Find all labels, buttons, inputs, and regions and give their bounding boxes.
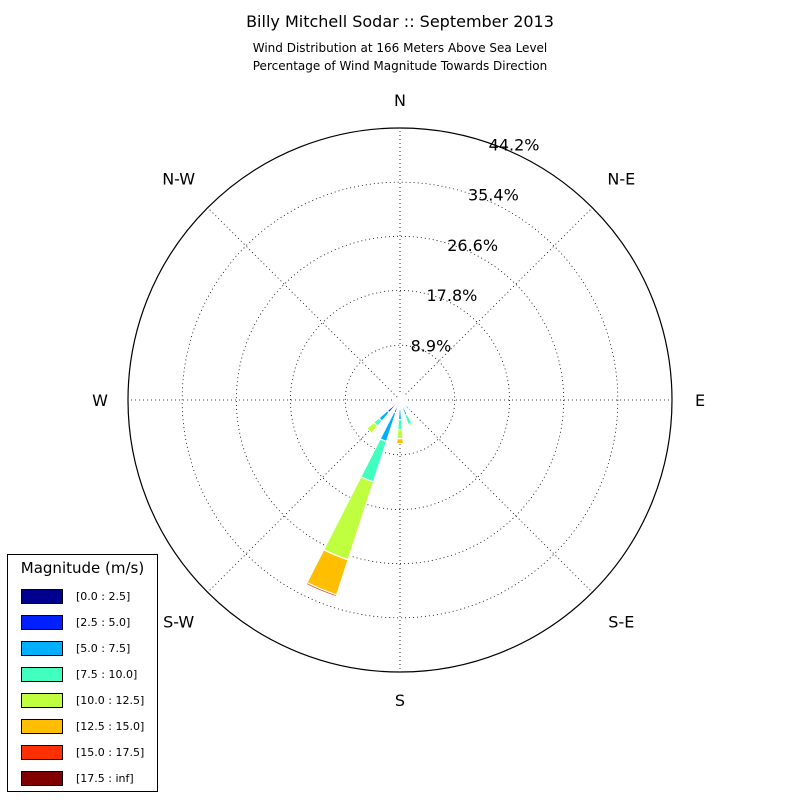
legend-label: [10.0 : 12.5] [76, 694, 145, 707]
wind-bar-segment [395, 438, 405, 445]
direction-label: S [395, 691, 405, 710]
wind-bar-segment [401, 397, 404, 400]
legend-swatch [21, 771, 63, 786]
chart-title: Billy Mitchell Sodar :: September 2013 [246, 12, 554, 31]
legend-label: [5.0 : 7.5] [76, 642, 131, 655]
axis-labels: 8.9% 17.8% 26.6% 35.4% 44.2% N N-E E S-E S S-W W N-W [92, 91, 705, 710]
direction-label: N-W [162, 170, 195, 189]
wind-bar-segment [403, 399, 405, 401]
legend-swatch [21, 615, 63, 630]
outer-circle [127, 127, 673, 673]
wind-bar-segment [360, 438, 388, 483]
legend-swatch [21, 589, 63, 604]
radial-tick-label: 17.8% [427, 286, 478, 305]
grid-circle [181, 181, 619, 619]
polar-grid [127, 127, 673, 673]
legend-item: [15.0 : 17.5] [8, 743, 157, 769]
wind-bar-segment [397, 408, 403, 421]
radial-tick-label: 35.4% [468, 186, 519, 205]
legend-item: [5.0 : 7.5] [8, 639, 157, 665]
legend-label: [15.0 : 17.5] [76, 746, 145, 759]
direction-label: N-E [607, 170, 635, 189]
grid-spoke [399, 399, 593, 593]
grid-circle [290, 290, 510, 510]
wind-bar-segment [322, 475, 375, 561]
legend-swatch [21, 745, 63, 760]
grid-circle [235, 235, 565, 565]
legend-label: [17.5 : inf] [76, 772, 134, 785]
wind-bar-segment [401, 395, 405, 399]
legend: Magnitude (m/s) [0.0 : 2.5] [2.5 : 5.0] [5… [7, 554, 158, 792]
wind-bar-segment [398, 403, 402, 410]
direction-label: W [92, 391, 108, 410]
legend-item: [12.5 : 15.0] [8, 717, 157, 743]
wind-bar-segment [305, 581, 338, 598]
wind-bar-segment [388, 402, 393, 406]
radial-tick-label: 8.9% [411, 336, 452, 355]
direction-label: S-W [163, 612, 194, 631]
direction-label: N [394, 91, 406, 110]
legend-label: [12.5 : 15.0] [76, 720, 145, 733]
grid-circle [344, 344, 456, 456]
legend-item: [2.5 : 5.0] [8, 613, 157, 639]
wind-bar-segment [407, 422, 414, 428]
chart-subtitle-2: Percentage of Wind Magnitude Towards Dir… [252, 59, 548, 73]
legend-swatch [21, 667, 63, 682]
legend-items: [0.0 : 2.5] [2.5 : 5.0] [5.0 : 7.5] [7.5 : … [8, 587, 157, 795]
wind-bars [305, 388, 414, 598]
wind-bar-segment [398, 394, 402, 397]
direction-label: E [695, 391, 705, 410]
direction-label: S-E [608, 612, 634, 631]
legend-label: [0.0 : 2.5] [76, 590, 131, 603]
wind-bar-segment [396, 428, 404, 440]
wind-bar-segment [405, 401, 409, 405]
legend-swatch [21, 641, 63, 656]
legend-item: [10.0 : 12.5] [8, 691, 157, 717]
legend-item: [0.0 : 2.5] [8, 587, 157, 613]
grid-spoke [207, 399, 401, 593]
wind-bar-segment [393, 398, 397, 402]
wind-bar-segment [397, 418, 403, 431]
legend-title: Magnitude (m/s) [20, 559, 145, 577]
grid-spoke [399, 207, 593, 401]
radial-tick-label: 44.2% [489, 136, 540, 155]
wind-bar-segment [365, 421, 379, 435]
grid-spoke [207, 207, 401, 401]
legend-label: [2.5 : 5.0] [76, 616, 131, 629]
legend-item: [17.5 : inf] [8, 769, 157, 795]
legend-swatch [21, 693, 63, 708]
radial-tick-label: 26.6% [447, 236, 498, 255]
chart-subtitle-1: Wind Distribution at 166 Meters Above Se… [252, 41, 548, 55]
legend-swatch [21, 719, 63, 734]
legend-item: [7.5 : 10.0] [8, 665, 157, 691]
legend-label: [7.5 : 10.0] [76, 668, 138, 681]
wind-bar-segment [402, 388, 407, 391]
wind-bar-segment [408, 408, 413, 413]
